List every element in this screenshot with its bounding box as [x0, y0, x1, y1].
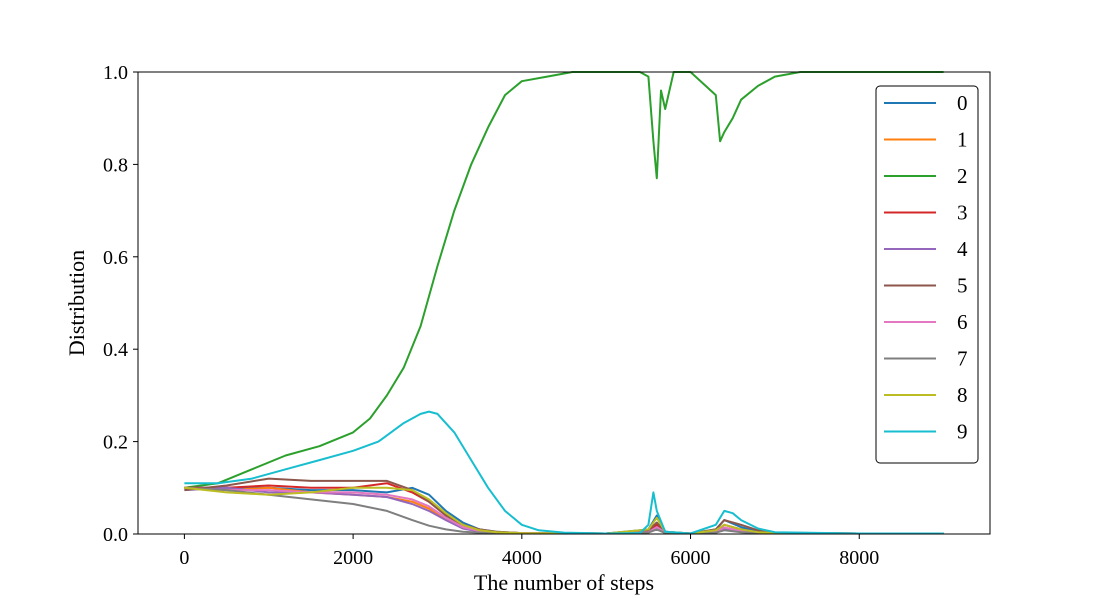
series-line-0 [184, 486, 944, 535]
y-tick-label: 0.2 [103, 432, 128, 454]
series-line-9 [184, 410, 944, 535]
x-axis: 0 2000 4000 6000 8000 [179, 534, 879, 569]
x-tick-label: 4000 [502, 547, 542, 569]
legend-label-5: 5 [957, 274, 968, 298]
legend-label-8: 8 [957, 383, 968, 407]
legend-label-0: 0 [957, 91, 968, 115]
x-axis-label: The number of steps [474, 570, 654, 595]
series-line-4 [184, 486, 944, 535]
legend-label-4: 4 [957, 237, 968, 261]
plot-frame [137, 71, 991, 535]
legend-label-7: 7 [957, 347, 968, 371]
legend-box [875, 85, 979, 464]
x-tick-label: 8000 [839, 547, 879, 569]
y-tick-label: 0.6 [103, 247, 128, 269]
legend-label-2: 2 [957, 164, 968, 188]
y-axis: 0.0 0.2 0.4 0.6 0.8 1.0 [103, 62, 138, 546]
y-axis-label: Distribution [64, 250, 89, 356]
series-line-6 [184, 486, 944, 535]
legend-label-6: 6 [957, 310, 968, 334]
series-line-1 [184, 486, 944, 535]
legend-label-3: 3 [957, 201, 968, 225]
x-tick-label: 2000 [333, 547, 373, 569]
x-tick-label: 0 [179, 547, 189, 569]
legend: 0 1 2 3 4 5 6 7 8 9 [875, 85, 979, 464]
series-line-8 [184, 486, 944, 535]
y-tick-label: 0.4 [103, 339, 128, 361]
series-line-2 [184, 71, 944, 489]
y-tick-label: 1.0 [103, 62, 128, 84]
plot-lines [184, 71, 944, 535]
legend-label-9: 9 [957, 420, 968, 444]
series-line-7 [184, 486, 944, 535]
y-tick-label: 0.8 [103, 154, 128, 176]
y-tick-label: 0.0 [103, 524, 128, 546]
x-tick-label: 6000 [671, 547, 711, 569]
legend-label-1: 1 [957, 128, 968, 152]
